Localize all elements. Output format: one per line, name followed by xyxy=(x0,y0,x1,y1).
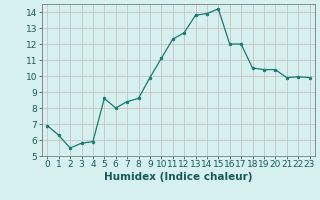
X-axis label: Humidex (Indice chaleur): Humidex (Indice chaleur) xyxy=(104,172,253,182)
